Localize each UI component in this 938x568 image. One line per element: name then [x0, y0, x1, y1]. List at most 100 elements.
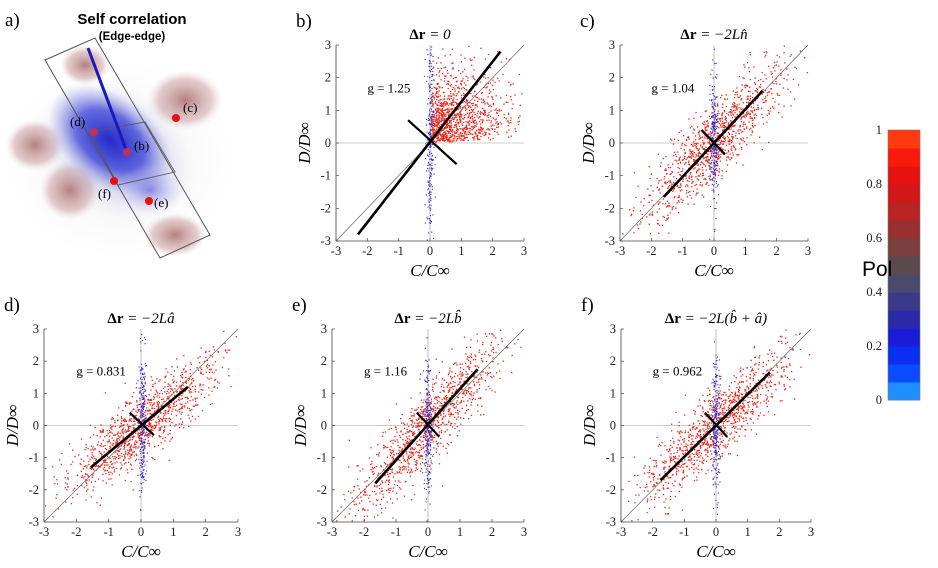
data-point — [764, 90, 766, 92]
data-point — [200, 368, 203, 371]
data-point — [493, 124, 495, 126]
data-point — [712, 149, 714, 151]
data-point — [455, 95, 457, 97]
data-point — [153, 403, 155, 405]
data-point — [782, 87, 784, 89]
data-point — [771, 106, 774, 108]
data-point — [417, 424, 419, 426]
data-point — [423, 425, 425, 427]
data-point — [472, 397, 474, 399]
data-point — [415, 464, 417, 466]
data-point — [714, 173, 717, 175]
data-point — [658, 180, 660, 182]
data-point — [713, 155, 715, 157]
data-point — [180, 413, 182, 415]
data-point — [85, 499, 87, 501]
data-point — [190, 363, 192, 366]
data-point — [455, 102, 458, 104]
data-point — [129, 414, 131, 417]
data-point — [442, 136, 445, 138]
data-point — [101, 463, 103, 465]
data-point — [466, 112, 469, 114]
data-point — [463, 118, 465, 120]
data-point — [143, 427, 145, 429]
data-point — [722, 129, 724, 131]
data-point — [428, 117, 430, 120]
data-point — [396, 439, 398, 441]
data-point — [432, 132, 434, 134]
data-point — [431, 80, 433, 82]
x-tick-label: 2 — [203, 525, 209, 539]
data-point — [224, 349, 227, 351]
data-point — [689, 151, 691, 153]
data-point — [144, 464, 146, 466]
data-point — [381, 512, 383, 514]
data-point — [448, 83, 450, 85]
data-point — [715, 186, 717, 188]
data-point — [181, 374, 184, 376]
data-point — [139, 467, 141, 469]
data-point — [429, 222, 431, 224]
data-point — [666, 181, 668, 184]
data-point — [371, 490, 374, 493]
data-point — [739, 129, 742, 131]
data-point — [753, 103, 755, 105]
data-point — [705, 160, 707, 162]
data-point — [637, 224, 639, 226]
data-point — [715, 217, 717, 219]
data-point — [432, 70, 434, 73]
data-point — [705, 169, 707, 171]
data-point — [457, 133, 460, 136]
data-point — [483, 134, 485, 137]
data-point — [723, 127, 725, 129]
data-point — [429, 395, 431, 397]
data-point — [713, 190, 715, 192]
data-point — [138, 429, 140, 431]
data-point — [492, 352, 495, 354]
data-point — [130, 464, 132, 466]
data-point — [449, 127, 451, 129]
data-point — [713, 127, 715, 129]
data-point — [132, 408, 135, 410]
data-point — [147, 432, 150, 435]
panel-a-subtitle: (Edge-edge) — [99, 31, 166, 43]
data-point — [399, 468, 401, 470]
data-point — [133, 446, 136, 448]
data-point — [464, 126, 467, 129]
data-point — [427, 206, 429, 208]
data-point — [460, 385, 462, 387]
data-point — [139, 450, 141, 452]
data-point — [452, 402, 454, 405]
data-point — [507, 120, 509, 122]
data-point — [164, 376, 166, 379]
data-point — [730, 108, 732, 111]
data-point — [140, 489, 143, 492]
data-point — [725, 120, 728, 122]
data-point — [738, 107, 740, 109]
data-point — [768, 91, 770, 93]
data-point — [441, 378, 444, 380]
data-point — [482, 129, 484, 131]
data-point — [435, 118, 437, 120]
data-point — [713, 152, 716, 154]
data-point — [76, 474, 78, 476]
data-point — [188, 417, 190, 419]
data-point — [491, 389, 493, 392]
data-point — [747, 102, 749, 104]
data-point — [709, 167, 711, 169]
data-point — [117, 455, 120, 457]
y-tick-label: -3 — [317, 515, 327, 529]
data-point — [431, 102, 433, 104]
data-point — [164, 391, 166, 393]
data-point — [720, 153, 722, 155]
data-point — [438, 400, 440, 403]
data-point — [103, 461, 105, 463]
data-point — [454, 90, 456, 92]
data-point — [452, 99, 454, 101]
data-point — [116, 441, 119, 443]
data-point — [491, 84, 494, 86]
data-point — [93, 449, 95, 451]
data-point — [164, 386, 166, 388]
data-point — [673, 187, 675, 190]
data-point — [139, 509, 141, 511]
